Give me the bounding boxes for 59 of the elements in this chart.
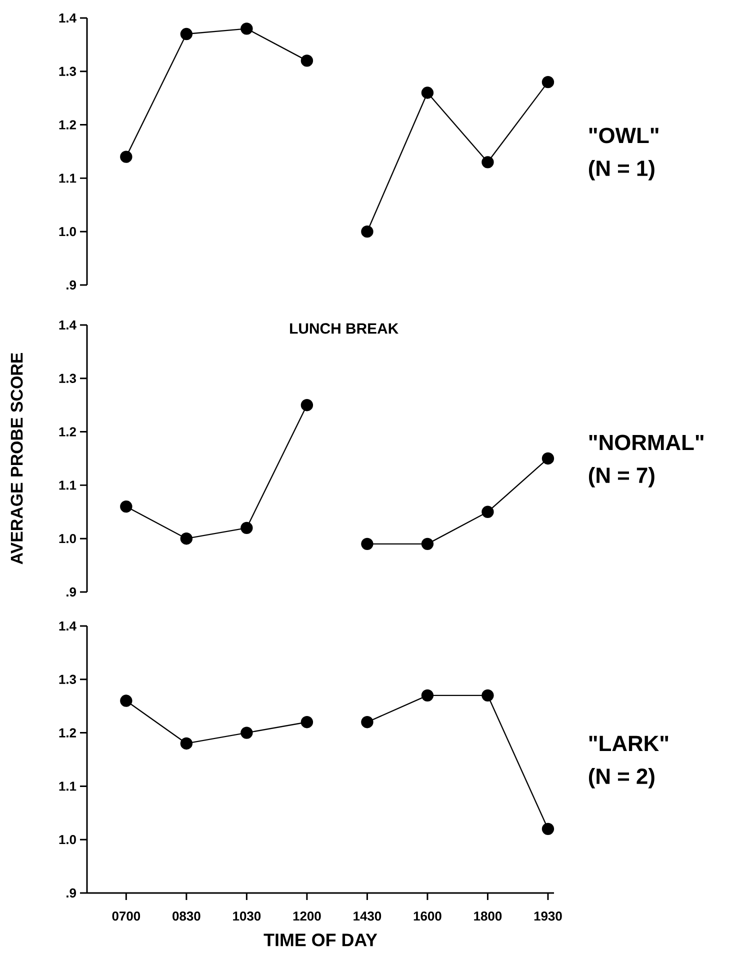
x-tick-label: 0830	[172, 912, 200, 921]
y-tick-label: 1.0	[59, 534, 76, 544]
point	[240, 22, 253, 35]
x-tick-label: 1200	[293, 912, 321, 921]
point	[120, 150, 132, 163]
x-tick-label: 1930	[534, 912, 562, 921]
point	[300, 398, 314, 412]
point	[421, 689, 434, 702]
annotation: LUNCH BREAK	[290, 323, 398, 334]
y-tick-label: 1.3	[59, 674, 76, 684]
point	[542, 76, 554, 88]
y-axis-title: AVERAGE PROBE SCORE	[10, 352, 23, 564]
text: "OWL"	[589, 128, 658, 144]
y-tick-label: .9	[66, 280, 76, 290]
y-tick-label: 1.1	[59, 174, 76, 183]
point	[180, 532, 193, 545]
y-tick-label: .9	[66, 888, 76, 898]
point	[361, 716, 374, 728]
x-tick-label: 1430	[354, 912, 382, 921]
point	[240, 522, 253, 534]
x-tick-label: 1800	[474, 912, 502, 921]
text: "LARK"	[589, 736, 668, 752]
point	[421, 538, 434, 550]
point	[361, 225, 374, 238]
x-tick-label: 0700	[112, 912, 140, 921]
point	[120, 694, 132, 707]
point	[482, 506, 494, 518]
point	[120, 500, 132, 513]
y-tick-label: 1.1	[59, 480, 76, 490]
text: (N = 1)	[588, 160, 654, 180]
point	[300, 54, 314, 67]
point	[240, 726, 253, 739]
y-tick-label: 1.1	[59, 782, 76, 791]
x-axis-title: TIME OF DAY	[264, 934, 378, 946]
y-tick-label: 1.4	[59, 14, 76, 22]
point	[421, 86, 434, 99]
y-tick-label: 1.0	[59, 227, 76, 236]
text: (N = 2)	[588, 768, 654, 788]
text: (N = 7)	[588, 466, 654, 488]
y-tick-label: 1.2	[59, 120, 76, 130]
point	[300, 716, 314, 728]
point	[361, 538, 374, 550]
y-tick-label: .9	[66, 587, 76, 597]
y-tick-label: 1.2	[59, 427, 76, 436]
y-tick-label: 1.3	[59, 66, 76, 76]
point	[542, 822, 554, 836]
point	[180, 28, 193, 40]
point	[482, 689, 494, 702]
y-tick-label: 1.4	[59, 320, 76, 330]
y-tick-label: 1.2	[59, 728, 76, 738]
point	[542, 452, 554, 465]
y-tick-label: 1.0	[59, 835, 76, 844]
y-tick-label: 1.4	[59, 622, 76, 630]
point	[180, 737, 193, 750]
text: "NORMAL"	[589, 434, 704, 450]
y-tick-label: 1.3	[59, 374, 76, 383]
x-tick-label: 1030	[233, 912, 261, 921]
point	[482, 156, 494, 168]
x-tick-label: 1600	[414, 912, 442, 921]
